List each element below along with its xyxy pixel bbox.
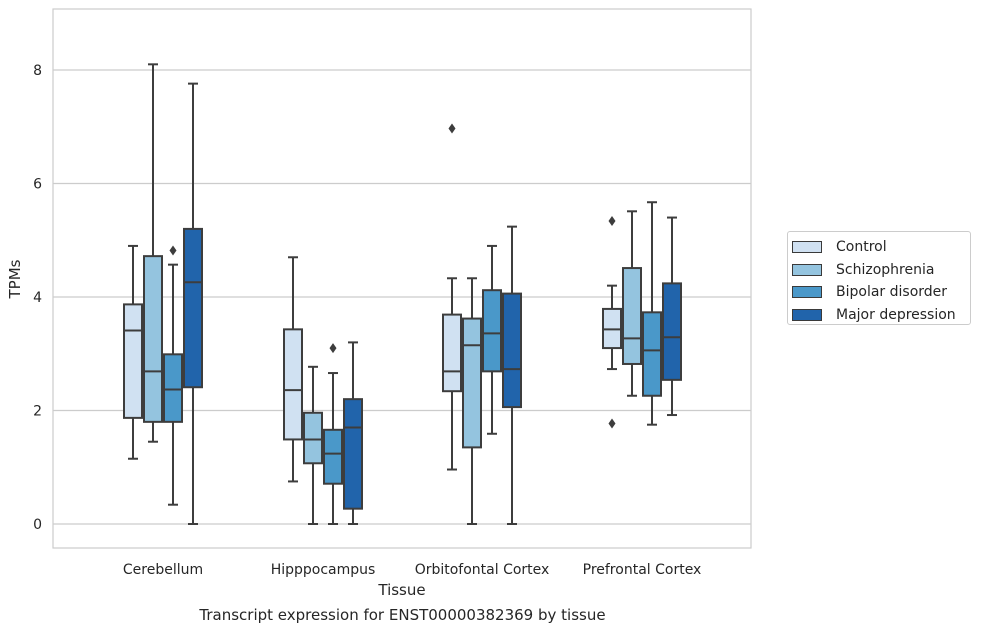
box-iqr (303, 411, 323, 465)
box-iqr (163, 353, 183, 423)
outlier-point (448, 123, 456, 134)
box-2-2 (482, 244, 502, 435)
box-1-2 (462, 277, 482, 525)
y-tick-label: 2 (33, 404, 42, 420)
box-2-0 (163, 245, 183, 506)
y-tick-label: 0 (33, 517, 42, 533)
plot-frame (52, 8, 752, 549)
box-3-3 (662, 216, 682, 417)
box-1-3 (622, 210, 642, 397)
box-iqr (183, 227, 203, 389)
legend-label: Bipolar disorder (836, 284, 948, 301)
legend-label: Major depression (836, 306, 956, 323)
y-tick-labels: 0 2 4 6 8 (33, 63, 42, 533)
legend-item: Bipolar disorder (792, 281, 970, 304)
box-iqr (123, 303, 143, 419)
y-tick-label: 6 (33, 177, 42, 193)
outlier-point (329, 343, 337, 354)
box-iqr (343, 398, 363, 510)
box-1-1 (303, 365, 323, 525)
box-1-0 (143, 63, 163, 443)
box-iqr (662, 282, 682, 381)
box-0-3 (602, 215, 622, 429)
legend-item: Schizophrenia (792, 259, 970, 282)
box-iqr (502, 292, 522, 409)
legend-swatch (792, 308, 822, 321)
box-iqr (283, 328, 303, 441)
x-tick-labels: Cerebellum Hipppocampus Orbitofontal Corte… (123, 562, 701, 578)
legend-swatch (792, 263, 822, 276)
box-iqr (642, 311, 662, 397)
legend-item: Control (792, 236, 970, 259)
box-3-2 (502, 225, 522, 525)
legend-label: Control (836, 239, 887, 256)
x-tick-label: Orbitofontal Cortex (415, 562, 550, 578)
box-iqr (323, 428, 343, 485)
outlier-point (608, 418, 616, 429)
legend-swatch (792, 241, 822, 254)
box-3-0 (183, 82, 203, 525)
box-iqr (442, 313, 462, 393)
box-0-0 (123, 244, 143, 460)
box-iqr (143, 255, 163, 423)
box-iqr (622, 267, 642, 365)
box-iqr (462, 317, 482, 449)
x-tick-label: Hipppocampus (271, 562, 376, 578)
y-tick-label: 8 (33, 63, 42, 79)
box-iqr (482, 289, 502, 373)
legend-swatch (792, 286, 822, 299)
x-tick-label: Prefrontal Cortex (583, 562, 702, 578)
boxes (123, 63, 682, 525)
y-axis-label: TPMs (6, 259, 24, 299)
box-0-1 (283, 256, 303, 483)
outlier-point (169, 245, 177, 256)
box-2-1 (323, 343, 343, 525)
legend: Control Schizophrenia Bipolar disorder Majo… (787, 231, 971, 325)
legend-item: Major depression (792, 304, 970, 327)
y-tick-label: 4 (33, 290, 42, 306)
outlier-point (608, 215, 616, 226)
box-0-2 (442, 123, 462, 471)
box-3-1 (343, 341, 363, 525)
legend-label: Schizophrenia (836, 261, 935, 278)
chart-caption: Transcript expression for ENST0000038236… (199, 606, 606, 624)
x-axis-label: Tissue (377, 581, 425, 599)
x-tick-label: Cerebellum (123, 562, 203, 578)
box-2-3 (642, 201, 662, 426)
